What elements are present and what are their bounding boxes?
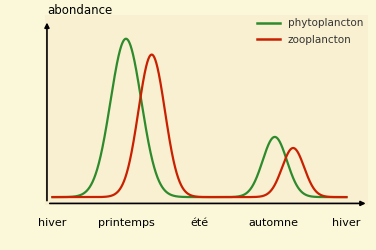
Text: été: été [190,218,209,228]
Text: printemps: printemps [98,218,154,228]
Text: abondance: abondance [47,4,112,16]
Text: hiver: hiver [332,218,361,228]
Text: hiver: hiver [38,218,67,228]
Legend: phytoplancton, zooplancton: phytoplancton, zooplancton [257,18,363,44]
Text: automne: automne [248,218,298,228]
